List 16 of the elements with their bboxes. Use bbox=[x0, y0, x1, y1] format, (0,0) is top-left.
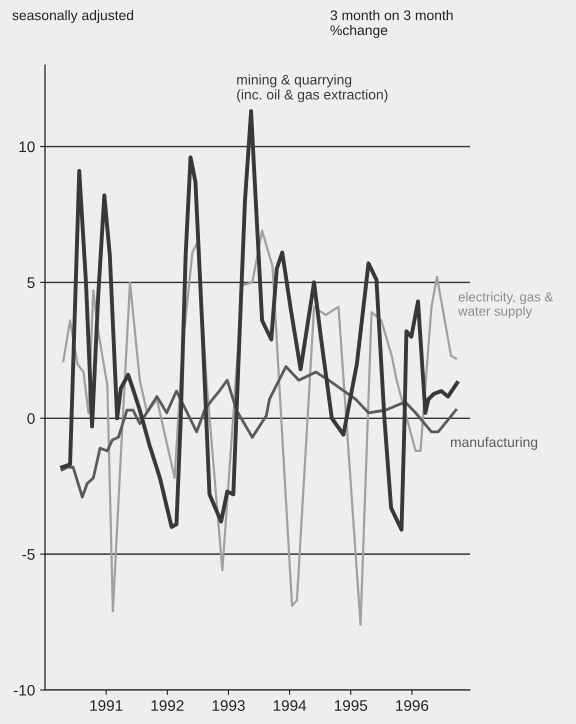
text: seasonally adjusted bbox=[12, 10, 134, 23]
x-tick-label: 1991 bbox=[90, 700, 122, 711]
y-tick-label: 0 bbox=[27, 413, 35, 424]
y-tick-label: -5 bbox=[22, 549, 35, 560]
x-tick-label: 1993 bbox=[212, 700, 245, 711]
x-tick-label: 1994 bbox=[274, 700, 306, 711]
series-label: mining & quarrying (inc. oil & gas extraction) bbox=[237, 74, 388, 102]
x-tick-label: 1992 bbox=[151, 700, 184, 711]
series-label: electricity, gas & water supply bbox=[458, 292, 553, 318]
series-label: manufacturing bbox=[450, 436, 538, 450]
x-tick-label: 1996 bbox=[396, 700, 428, 711]
y-tick-label: 5 bbox=[27, 277, 35, 288]
text: 3 month on 3 month %change bbox=[330, 10, 453, 38]
y-tick-label: 10 bbox=[19, 141, 35, 152]
y-tick-label: -10 bbox=[14, 684, 35, 696]
x-tick-label: 1995 bbox=[334, 700, 368, 711]
